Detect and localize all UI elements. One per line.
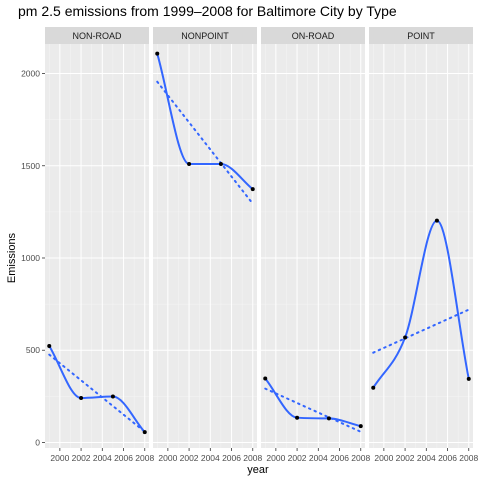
smooth-line xyxy=(156,53,254,190)
facet-strip-label: POINT xyxy=(407,31,435,41)
y-tick-label: 1000 xyxy=(21,253,40,263)
facet-nonpoint: NONPOINT xyxy=(153,27,257,448)
x-tick-label: 2000 xyxy=(266,453,285,463)
x-tick-label: 2006 xyxy=(114,453,133,463)
x-tick-label: 2008 xyxy=(351,453,370,463)
x-tick-label: 2008 xyxy=(459,453,478,463)
facet-point: POINT xyxy=(369,27,473,448)
x-axis-non-road: 2000 2002 2004 2006 2008 xyxy=(50,448,154,463)
x-tick-label: 2004 xyxy=(417,453,436,463)
facet-strip xyxy=(369,27,473,44)
trend-line xyxy=(48,353,146,433)
data-point xyxy=(371,385,376,390)
data-point xyxy=(187,162,192,167)
data-point xyxy=(466,376,471,381)
data-point xyxy=(250,187,255,192)
data-point xyxy=(218,162,223,167)
y-tick-label: 2000 xyxy=(21,69,40,79)
data-point xyxy=(155,51,160,56)
facet-strip xyxy=(45,27,149,44)
facet-on-road: ON-ROAD xyxy=(261,27,365,448)
x-tick-label: 2006 xyxy=(330,453,349,463)
data-point xyxy=(434,218,439,223)
data-point xyxy=(47,343,52,348)
y-tick-label: 1500 xyxy=(21,161,40,171)
x-tick-label: 2002 xyxy=(180,453,199,463)
trend-line xyxy=(264,387,362,433)
panel-background xyxy=(45,44,149,448)
data-point xyxy=(358,424,363,429)
y-tick-label: 0 xyxy=(35,437,40,447)
y-axis-title: Emissions xyxy=(6,232,18,283)
smooth-line xyxy=(264,377,361,428)
panel-background xyxy=(369,44,473,448)
smooth-line xyxy=(48,345,146,433)
data-point xyxy=(79,396,84,401)
facet-non-road: NON-ROAD xyxy=(45,27,149,448)
x-tick-label: 2008 xyxy=(135,453,154,463)
facet-panels: NON-ROAD NONPOINT ON-ROAD POINT xyxy=(45,27,473,448)
x-tick-label: 2006 xyxy=(438,453,457,463)
facet-strip-label: NONPOINT xyxy=(181,31,229,41)
trend-line xyxy=(156,80,254,205)
data-point xyxy=(263,376,268,381)
x-tick-label: 2004 xyxy=(309,453,328,463)
facet-strip-label: ON-ROAD xyxy=(292,31,335,41)
panel-background xyxy=(261,44,365,448)
x-tick-label: 2002 xyxy=(72,453,91,463)
x-axis-nonpoint: 2000 2002 2004 2006 2008 xyxy=(158,448,262,463)
x-axis-on-road: 2000 2002 2004 2006 2008 xyxy=(266,448,370,463)
facet-strip xyxy=(153,27,257,44)
x-axis-point: 2000 2002 2004 2006 2008 xyxy=(374,448,478,463)
data-point xyxy=(403,335,408,340)
x-tick-label: 2000 xyxy=(374,453,393,463)
data-point xyxy=(142,430,147,435)
x-tick-label: 2002 xyxy=(288,453,307,463)
x-tick-label: 2004 xyxy=(201,453,220,463)
x-tick-label: 2008 xyxy=(243,453,262,463)
facet-strip-label: NON-ROAD xyxy=(73,31,122,41)
y-tick-label: 500 xyxy=(26,345,40,355)
smooth-line xyxy=(372,219,470,389)
x-axes: 2000 2002 2004 2006 2008 2000 2002 2004 2006 2008… xyxy=(50,448,478,463)
x-tick-label: 2002 xyxy=(396,453,415,463)
x-tick-label: 2000 xyxy=(158,453,177,463)
data-point xyxy=(295,415,300,420)
trend-line xyxy=(372,308,470,354)
chart-title: pm 2.5 emissions from 1999–2008 for Balt… xyxy=(18,3,397,19)
facet-strip xyxy=(261,27,365,44)
x-tick-label: 2004 xyxy=(93,453,112,463)
x-axis-title: year xyxy=(247,464,269,476)
data-point xyxy=(326,416,331,421)
x-tick-label: 2006 xyxy=(222,453,241,463)
y-axis: 0 500 1000 1500 2000 xyxy=(21,69,45,447)
data-point xyxy=(110,394,115,399)
x-tick-label: 2000 xyxy=(50,453,69,463)
